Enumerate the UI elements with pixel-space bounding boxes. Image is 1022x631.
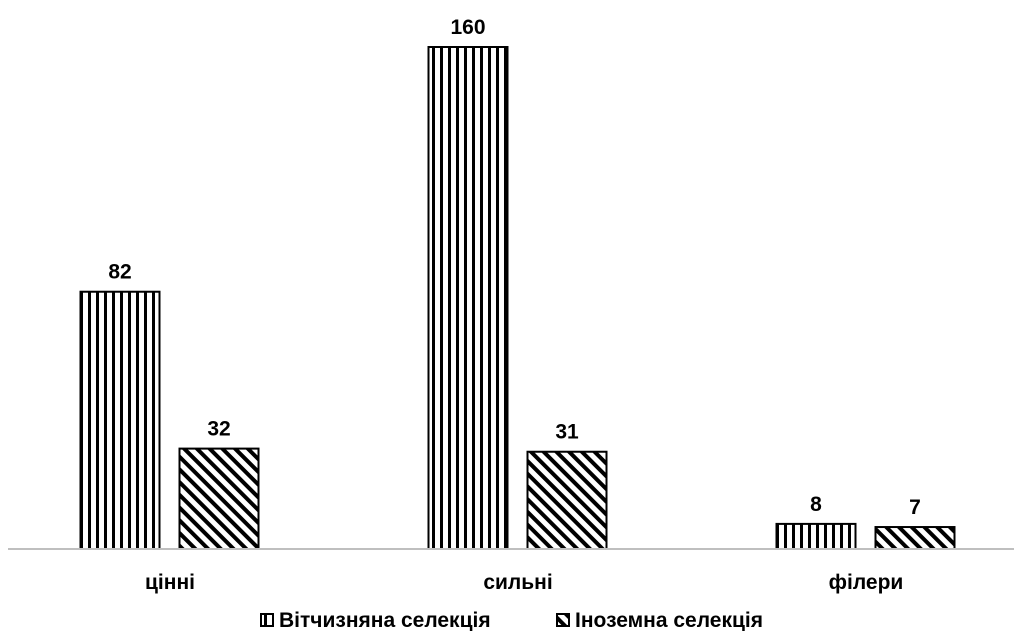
value-labels-layer: 82 32 160 31 8 7 (108, 16, 921, 519)
data-label-domestic-0: 82 (108, 261, 131, 284)
legend-label-domestic: Вітчизняна селекція (279, 609, 491, 631)
legend-swatch-domestic (260, 613, 274, 627)
bar-foreign-2 (874, 526, 956, 550)
category-label-2: філери (829, 571, 904, 594)
bars-layer (79, 46, 956, 551)
category-label-0: цінні (145, 571, 195, 594)
data-label-foreign-2: 7 (909, 496, 921, 519)
bar-domestic-2 (775, 522, 857, 551)
data-label-domestic-1: 160 (450, 16, 485, 39)
category-label-1: сильні (483, 571, 552, 594)
legend-swatch-foreign (556, 613, 570, 627)
bar-domestic-0 (79, 290, 161, 550)
legend-label-foreign: Іноземна селекція (575, 609, 763, 631)
data-label-foreign-1: 31 (555, 421, 579, 444)
legend: Вітчизняна селекція Іноземна селекція (260, 609, 763, 631)
data-label-domestic-2: 8 (810, 493, 822, 516)
data-label-foreign-0: 32 (207, 418, 230, 441)
category-labels-layer: цінні сильні філери (145, 571, 903, 594)
bar-domestic-1 (427, 46, 509, 550)
bar-foreign-1 (526, 450, 608, 550)
bar-foreign-0 (178, 447, 260, 551)
